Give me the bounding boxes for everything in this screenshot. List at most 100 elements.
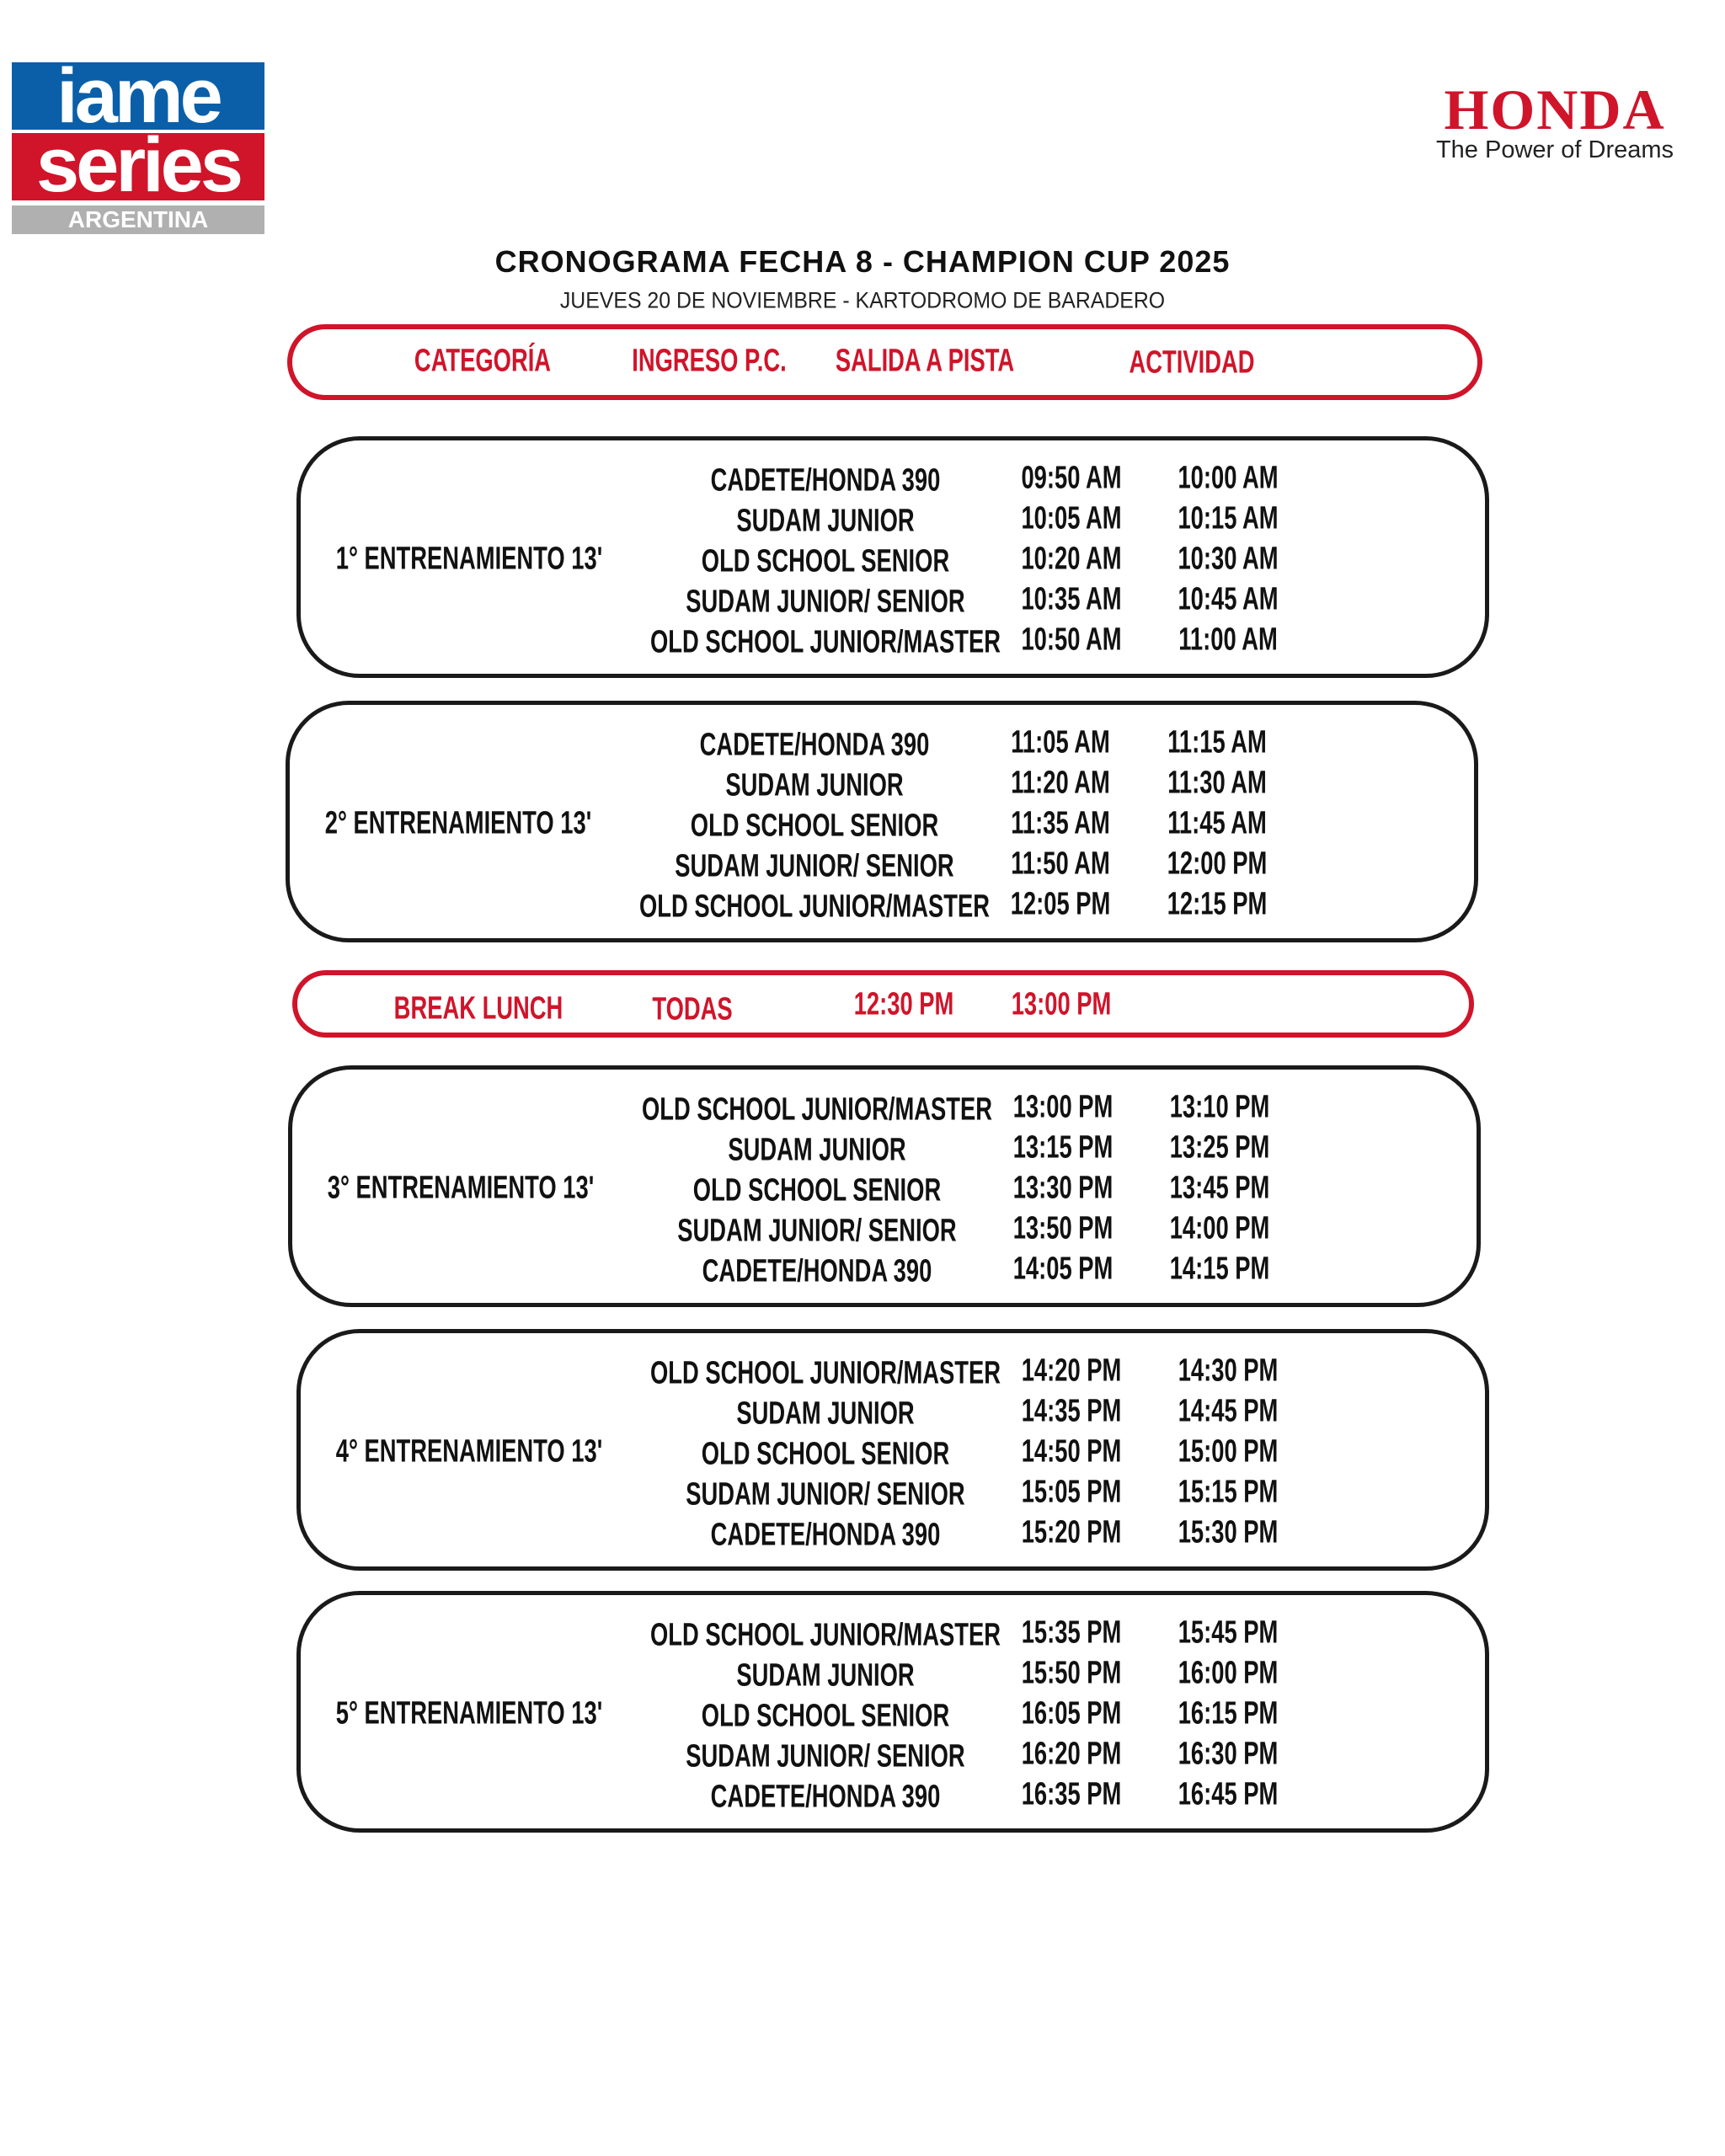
row-category: OLD SCHOOL SENIOR: [701, 543, 950, 579]
row-ingreso-time: 14:05 PM: [1012, 1251, 1114, 1287]
row-salida-time: 11:00 AM: [1178, 622, 1278, 658]
row-salida-time: 15:45 PM: [1178, 1614, 1279, 1651]
row-ingreso-time: 10:35 AM: [1021, 581, 1122, 617]
row-ingreso-time: 09:50 AM: [1021, 460, 1122, 496]
row-salida-time: 15:15 PM: [1178, 1474, 1279, 1510]
row-ingreso-time: 10:05 AM: [1021, 500, 1122, 536]
row-salida-time: 15:30 PM: [1178, 1514, 1279, 1550]
row-ingreso-time: 11:20 AM: [1011, 765, 1110, 801]
row-ingreso-time: 13:50 PM: [1012, 1210, 1114, 1246]
row-category: OLD SCHOOL SENIOR: [701, 1698, 950, 1734]
row-ingreso-time: 14:35 PM: [1021, 1393, 1122, 1429]
schedule-block: [288, 1065, 1481, 1307]
row-ingreso-time: 16:35 PM: [1021, 1776, 1122, 1812]
row-ingreso-time: 14:50 PM: [1021, 1433, 1122, 1470]
session-label: 1° ENTRENAMIENTO 13': [335, 541, 603, 577]
row-ingreso-time: 15:35 PM: [1021, 1614, 1122, 1651]
row-category: SUDAM JUNIOR/ SENIOR: [686, 1476, 965, 1513]
break-lunch-bar: [292, 970, 1474, 1038]
session-label: 5° ENTRENAMIENTO 13': [335, 1695, 603, 1732]
iame-logo-line3: ARGENTINA: [12, 205, 264, 234]
break-ingreso: 12:30 PM: [853, 986, 954, 1022]
row-category: OLD SCHOOL JUNIOR/MASTER: [641, 1091, 993, 1128]
header-categoria: CATEGORÍA: [414, 343, 552, 379]
row-ingreso-time: 11:50 AM: [1011, 846, 1110, 882]
row-category: OLD SCHOOL JUNIOR/MASTER: [649, 1617, 1001, 1653]
row-category: SUDAM JUNIOR: [736, 503, 915, 539]
row-salida-time: 13:45 PM: [1169, 1170, 1270, 1206]
page-subtitle: JUEVES 20 DE NOVIEMBRE - KARTODROMO DE B…: [559, 287, 1166, 313]
row-category: OLD SCHOOL JUNIOR/MASTER: [649, 1355, 1001, 1391]
row-salida-time: 16:00 PM: [1178, 1655, 1279, 1691]
honda-wordmark: HONDA: [1444, 77, 1666, 141]
row-category: SUDAM JUNIOR: [728, 1132, 906, 1168]
row-category: OLD SCHOOL JUNIOR/MASTER: [649, 624, 1001, 660]
row-ingreso-time: 11:35 AM: [1011, 805, 1110, 841]
session-label: 2° ENTRENAMIENTO 13': [324, 805, 592, 841]
break-category: TODAS: [652, 991, 733, 1027]
row-category: SUDAM JUNIOR/ SENIOR: [675, 848, 954, 884]
row-category: SUDAM JUNIOR/ SENIOR: [686, 584, 965, 620]
row-category: SUDAM JUNIOR: [736, 1396, 915, 1432]
row-salida-time: 16:15 PM: [1178, 1695, 1279, 1732]
row-ingreso-time: 12:05 PM: [1010, 886, 1111, 922]
row-salida-time: 11:30 AM: [1167, 765, 1267, 801]
row-salida-time: 13:25 PM: [1169, 1129, 1270, 1166]
schedule-block: [296, 1591, 1489, 1833]
row-category: SUDAM JUNIOR/ SENIOR: [686, 1738, 965, 1774]
row-salida-time: 12:00 PM: [1167, 846, 1268, 882]
column-header-bar: [287, 324, 1482, 400]
row-category: OLD SCHOOL SENIOR: [701, 1436, 950, 1472]
row-salida-time: 14:15 PM: [1169, 1251, 1270, 1287]
iame-logo-line1: iame: [12, 62, 264, 130]
row-salida-time: 14:45 PM: [1178, 1393, 1279, 1429]
row-category: CADETE/HONDA 390: [710, 462, 941, 499]
row-ingreso-time: 10:20 AM: [1021, 541, 1122, 577]
row-ingreso-time: 13:00 PM: [1012, 1089, 1114, 1125]
row-salida-time: 11:15 AM: [1167, 724, 1267, 760]
row-ingreso-time: 15:20 PM: [1021, 1514, 1122, 1550]
row-category: OLD SCHOOL JUNIOR/MASTER: [638, 889, 991, 925]
row-category: OLD SCHOOL SENIOR: [692, 1172, 942, 1209]
header-actividad: ACTIVIDAD: [1129, 344, 1255, 381]
iame-series-argentina-logo: iame series ARGENTINA: [12, 62, 264, 234]
row-category: CADETE/HONDA 390: [699, 727, 930, 763]
row-category: SUDAM JUNIOR: [725, 767, 904, 803]
row-category: SUDAM JUNIOR: [736, 1657, 915, 1694]
page-title: CRONOGRAMA FECHA 8 - CHAMPION CUP 2025: [494, 244, 1231, 279]
row-salida-time: 13:10 PM: [1169, 1089, 1270, 1125]
row-salida-time: 16:45 PM: [1178, 1776, 1279, 1812]
schedule-block: [296, 436, 1489, 678]
header-salida: SALIDA A PISTA: [835, 343, 1015, 379]
session-label: 4° ENTRENAMIENTO 13': [335, 1433, 603, 1470]
row-salida-time: 14:30 PM: [1178, 1353, 1279, 1389]
row-salida-time: 15:00 PM: [1178, 1433, 1279, 1470]
break-salida: 13:00 PM: [1011, 986, 1112, 1022]
row-salida-time: 10:15 AM: [1178, 500, 1279, 536]
honda-logo: HONDA The Power of Dreams: [1386, 77, 1724, 167]
row-category: CADETE/HONDA 390: [710, 1517, 941, 1553]
row-salida-time: 10:00 AM: [1178, 460, 1279, 496]
row-ingreso-time: 11:05 AM: [1011, 724, 1110, 760]
session-label: 3° ENTRENAMIENTO 13': [327, 1170, 595, 1206]
row-category: CADETE/HONDA 390: [702, 1253, 932, 1289]
row-category: OLD SCHOOL SENIOR: [690, 808, 939, 844]
break-label: BREAK LUNCH: [393, 990, 563, 1027]
row-ingreso-time: 10:50 AM: [1021, 622, 1122, 658]
schedule-block: [286, 701, 1478, 942]
row-ingreso-time: 14:20 PM: [1021, 1353, 1122, 1389]
row-salida-time: 12:15 PM: [1167, 886, 1268, 922]
row-ingreso-time: 13:15 PM: [1012, 1129, 1114, 1166]
honda-tagline: The Power of Dreams: [1435, 136, 1674, 163]
row-salida-time: 16:30 PM: [1178, 1736, 1279, 1772]
iame-logo-line2: series: [12, 133, 264, 200]
row-salida-time: 10:30 AM: [1178, 541, 1279, 577]
row-salida-time: 14:00 PM: [1169, 1210, 1270, 1246]
row-category: SUDAM JUNIOR/ SENIOR: [677, 1213, 957, 1249]
row-ingreso-time: 13:30 PM: [1012, 1170, 1114, 1206]
row-salida-time: 11:45 AM: [1167, 805, 1267, 841]
header-ingreso: INGRESO P.C.: [632, 343, 787, 379]
row-category: CADETE/HONDA 390: [710, 1779, 941, 1815]
row-salida-time: 10:45 AM: [1178, 581, 1279, 617]
row-ingreso-time: 15:50 PM: [1021, 1655, 1122, 1691]
